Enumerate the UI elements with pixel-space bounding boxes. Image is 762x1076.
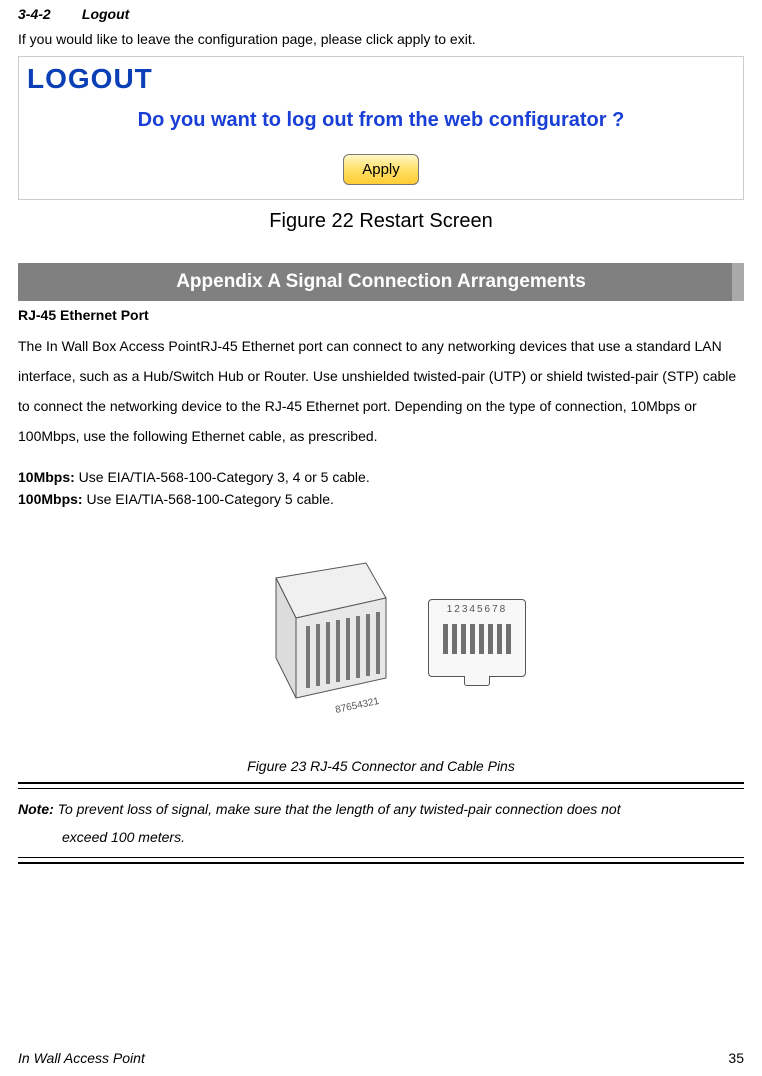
flat-pin-numbers: 12345678 — [429, 604, 525, 615]
note-line2: exceed 100 meters. — [18, 823, 744, 851]
rj45-front-icon: 12345678 — [428, 599, 526, 677]
section-title: Logout — [82, 6, 129, 22]
spec-100mbps: 100Mbps: Use EIA/TIA-568-100-Category 5 … — [18, 488, 744, 510]
logout-screenshot: LOGOUT Do you want to log out from the w… — [18, 56, 744, 200]
rj45-port-heading: RJ-45 Ethernet Port — [18, 307, 744, 323]
figure-22-caption: Figure 22 Restart Screen — [18, 210, 744, 233]
rj45-description: The In Wall Box Access PointRJ-45 Ethern… — [18, 331, 744, 451]
apply-button[interactable]: Apply — [343, 154, 419, 185]
note-label: Note: — [18, 801, 54, 817]
appendix-title-text: Appendix A Signal Connection Arrangement… — [176, 271, 586, 292]
section-heading: 3-4-2 Logout — [18, 6, 744, 22]
divider — [18, 782, 744, 784]
iso-pin-numbers: 87654321 — [334, 696, 380, 716]
connector-figure: 87654321 12345678 — [211, 538, 551, 738]
logout-title: LOGOUT — [27, 63, 735, 95]
page-number: 35 — [728, 1050, 744, 1066]
spec-10mbps-label: 10Mbps: — [18, 469, 75, 485]
intro-paragraph: If you would like to leave the configura… — [18, 30, 744, 48]
spec-10mbps-text: Use EIA/TIA-568-100-Category 3, 4 or 5 c… — [75, 469, 370, 485]
divider — [18, 862, 744, 864]
page-footer: In Wall Access Point 35 — [18, 1050, 744, 1066]
figure-23-caption: Figure 23 RJ-45 Connector and Cable Pins — [18, 758, 744, 774]
spec-100mbps-label: 100Mbps: — [18, 491, 83, 507]
logout-question: Do you want to log out from the web conf… — [27, 109, 735, 132]
section-number: 3-4-2 — [18, 6, 78, 22]
appendix-title-bar: Appendix A Signal Connection Arrangement… — [18, 263, 744, 301]
footer-title: In Wall Access Point — [18, 1050, 145, 1066]
divider — [18, 788, 744, 789]
divider — [18, 857, 744, 858]
spec-100mbps-text: Use EIA/TIA-568-100-Category 5 cable. — [83, 491, 334, 507]
note-line1: To prevent loss of signal, make sure tha… — [54, 801, 621, 817]
spec-10mbps: 10Mbps: Use EIA/TIA-568-100-Category 3, … — [18, 466, 744, 488]
rj45-isometric-icon: 87654321 — [236, 548, 406, 728]
note-block: Note: To prevent loss of signal, make su… — [18, 795, 744, 851]
